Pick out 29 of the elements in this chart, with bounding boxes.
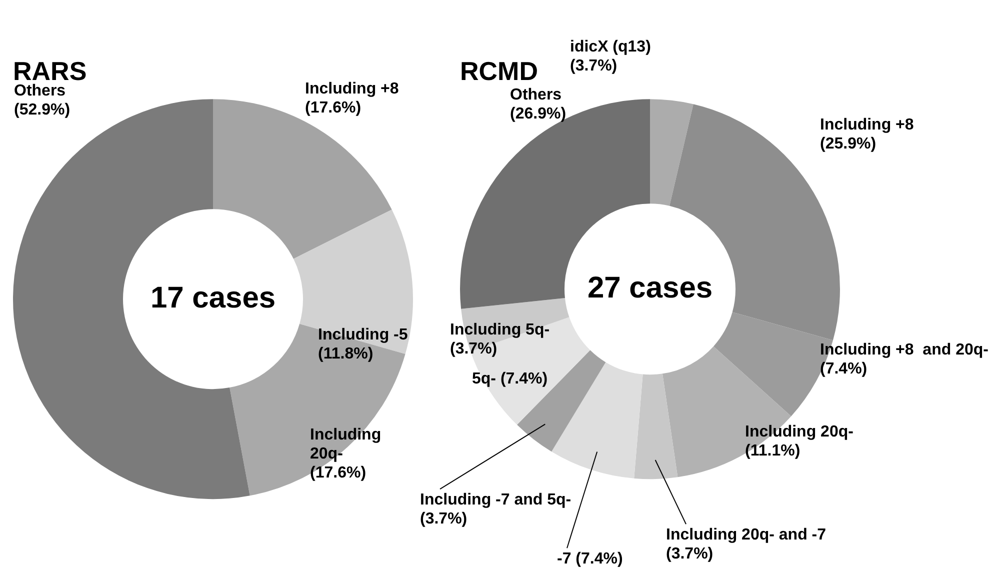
data-label: (52.9%) xyxy=(14,102,70,119)
slice-label: Including -7 and 5q- xyxy=(420,492,572,509)
data-label: (3.7%) xyxy=(450,340,498,358)
data-label: (26.9%) xyxy=(510,106,566,123)
slice-label: Others xyxy=(14,82,66,100)
slice-label: Others xyxy=(510,86,562,104)
data-label: (17.6%) xyxy=(305,100,362,117)
slice-label: idicX (q13) xyxy=(570,38,651,56)
data-label: (17.6%) xyxy=(310,464,366,482)
slice-label: -7 (7.4%) xyxy=(557,550,623,568)
data-label: (7.4%) xyxy=(820,360,868,378)
slice-label: Including 20q- and -7 xyxy=(666,526,826,544)
text: 17 cases xyxy=(150,281,276,314)
data-label: (3.7%) xyxy=(666,546,714,563)
slice-label: Including +8 and 20q- xyxy=(820,342,988,359)
data-label: (11.1%) xyxy=(745,442,800,460)
data-label: (25.9%) xyxy=(820,136,876,153)
text: RCMD xyxy=(460,56,538,86)
slice-label: Including 5q- xyxy=(450,322,550,339)
slice-label: Including +8 xyxy=(305,80,399,98)
data-label: (11.8%) xyxy=(318,346,374,363)
slice-label: Including 20q- xyxy=(745,424,854,441)
data-label: (3.7%) xyxy=(420,510,468,528)
slice-label: Including -5 xyxy=(318,326,408,344)
slice-label: 5q- (7.4%) xyxy=(472,370,548,388)
text: 27 cases xyxy=(587,271,713,304)
data-label: (3.7%) xyxy=(570,58,618,75)
slice-label: Including 20q- xyxy=(310,426,382,463)
slice-label: Including +8 xyxy=(820,116,914,134)
